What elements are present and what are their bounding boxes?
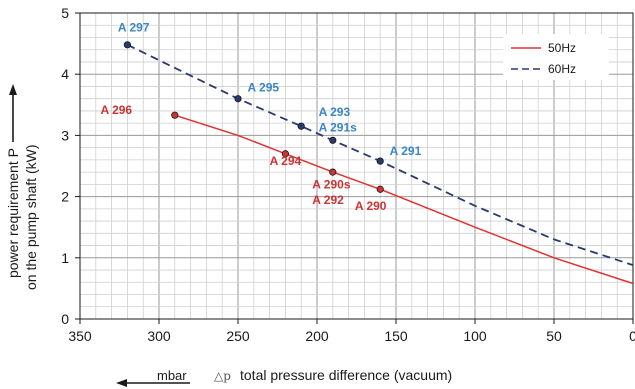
data-point-marker — [123, 41, 132, 49]
data-point-marker — [171, 111, 179, 119]
point-annotation-label: A 296 — [101, 103, 133, 117]
legend-label-60hz: 60Hz — [548, 62, 576, 76]
y-tick-label: 3 — [61, 127, 69, 143]
x-tick-label: 0 — [629, 328, 635, 344]
data-point-marker — [376, 157, 384, 165]
y-tick-label: 0 — [61, 311, 69, 327]
point-annotation-label: A 297 — [118, 20, 150, 34]
data-point-marker — [329, 168, 337, 176]
x-tick-label: 150 — [384, 328, 408, 344]
x-tick-label: 300 — [147, 328, 171, 344]
x-tick-label: 100 — [463, 328, 487, 344]
series-line-50hz — [174, 114, 634, 285]
y-axis-label-line1: power requirement P — [5, 148, 21, 278]
x-tick-label: 350 — [68, 328, 92, 344]
x-axis-title: mbar △p total pressure difference (vacuu… — [116, 367, 452, 387]
point-annotation-label: A 295 — [247, 80, 279, 94]
y-tick-label: 5 — [61, 5, 69, 21]
point-annotation-label: A 291s — [319, 121, 358, 135]
x-tick-label: 50 — [546, 328, 562, 344]
data-point-marker — [297, 122, 305, 130]
y-axis-title: power requirement P on the pump shaft (k… — [5, 84, 39, 290]
y-tick-label: 4 — [61, 66, 69, 82]
x-axis-ticks: 350 300 250 200 150 100 50 0 — [68, 319, 635, 344]
legend-box — [503, 34, 609, 80]
data-point-marker — [281, 150, 289, 158]
x-axis-arrowhead-icon — [116, 379, 127, 387]
y-axis-label-line2: on the pump shaft (kW) — [23, 144, 39, 290]
point-annotation-label: A 294 — [270, 154, 302, 168]
legend: 50Hz 60Hz — [503, 34, 609, 80]
x-axis-label: total pressure difference (vacuum) — [240, 367, 452, 383]
point-annotation-label: A 293 — [319, 105, 351, 119]
x-tick-label: 200 — [305, 328, 329, 344]
point-annotation-label: A 292 — [312, 193, 344, 207]
grid — [79, 12, 634, 320]
y-axis-ticks: 0 1 2 3 4 5 — [61, 5, 80, 327]
point-annotations: A 297 A 295 A 293 A 291s A 291 A 296 A 294 A 29… — [101, 20, 422, 213]
data-point-marker — [234, 95, 242, 103]
series-lines — [127, 43, 634, 285]
point-annotation-label: A 290s — [312, 178, 351, 192]
y-tick-label: 2 — [61, 189, 69, 205]
series-line-60hz — [127, 43, 634, 266]
data-markers — [123, 41, 384, 193]
y-axis-arrowhead-icon — [9, 84, 17, 95]
point-annotation-label: A 290 — [355, 199, 387, 213]
plot-frame — [79, 12, 634, 320]
x-axis-unit: mbar — [157, 368, 187, 383]
y-tick-label: 1 — [61, 250, 69, 266]
point-annotation-label: A 291 — [390, 144, 422, 158]
data-point-marker — [329, 136, 337, 144]
data-point-marker — [376, 185, 384, 193]
x-axis-delta-symbol: △p — [214, 369, 231, 383]
legend-label-50hz: 50Hz — [548, 41, 576, 55]
x-tick-label: 250 — [226, 328, 250, 344]
